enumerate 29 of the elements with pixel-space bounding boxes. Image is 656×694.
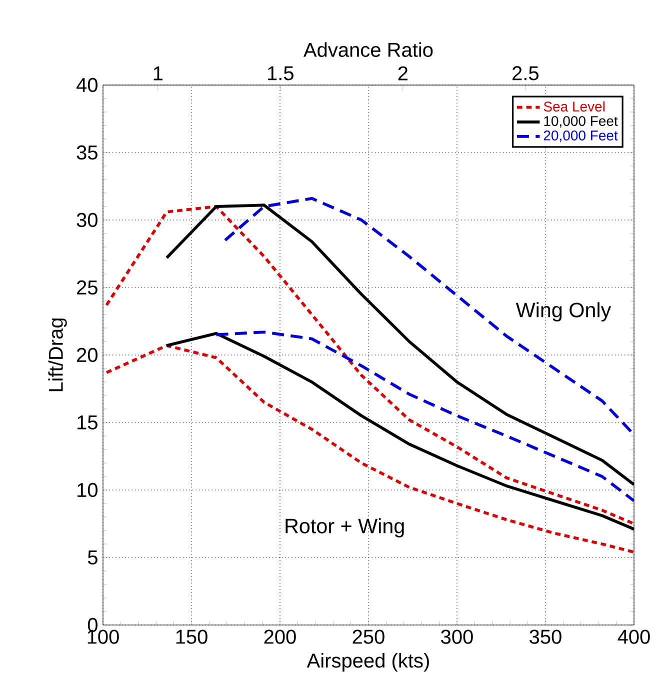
annotation: Rotor + Wing (286, 518, 404, 538)
x-tick-label: 150 (176, 630, 208, 644)
legend-label: Sea Level (544, 101, 604, 112)
y-tick-label: 10 (78, 482, 98, 498)
y-tick-label: 30 (76, 212, 98, 228)
x-tick-label: 200 (264, 630, 296, 644)
y-tick-label: 35 (76, 145, 98, 160)
x2-tick-label: 1 (154, 66, 162, 80)
annotation: Wing Only (516, 302, 612, 322)
x-tick-label: 100 (88, 630, 119, 644)
x2-tick-label: 1.5 (268, 66, 294, 80)
legend-label: 10,000 Feet (544, 116, 618, 128)
x-axis-title: Airspeed (kts) (306, 653, 429, 672)
y-tick-label: 20 (77, 348, 98, 362)
x-tick-label: 250 (352, 630, 384, 644)
x-tick-label: 300 (441, 630, 473, 644)
y-tick-label: 15 (78, 416, 98, 430)
line-series (214, 330, 634, 502)
x-tick-label: 400 (618, 630, 650, 644)
y-tick-label: 5 (88, 550, 98, 564)
y-axis-title: Lift/Drag (48, 318, 67, 392)
y-tick-label: 40 (76, 78, 98, 92)
x2-tick-label: 2 (398, 66, 408, 80)
legend-label: 20,000 Feet (544, 130, 618, 142)
x-tick-label: 350 (530, 630, 562, 644)
x2-axis-title: Advance Ratio (304, 42, 433, 57)
line-series (105, 344, 634, 554)
y-tick-label: 25 (77, 280, 98, 295)
x2-tick-label: 2.5 (512, 66, 539, 80)
